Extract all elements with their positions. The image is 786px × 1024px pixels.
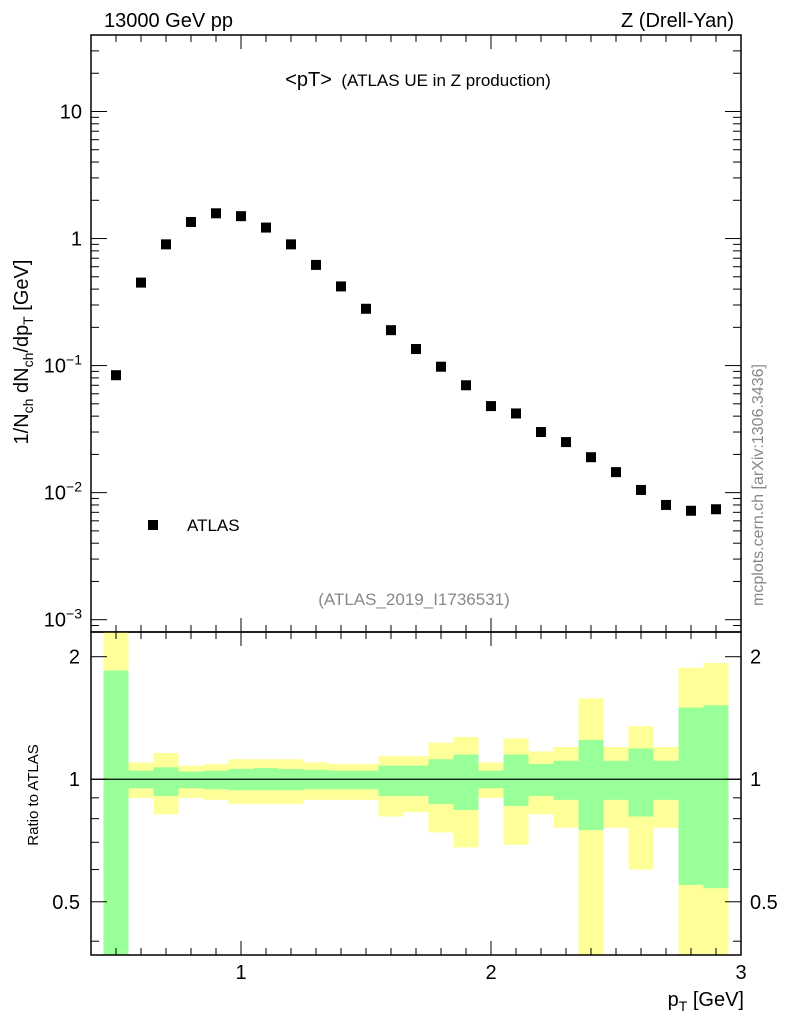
ratio-panel: 1 2 3 0.5 0.5 1 1 2 2 Ratio to ATLAS pT [GeV] [25,631,778,1014]
ylabel-part-3: ch [20,353,36,368]
band-inner-13 [428,759,454,804]
main-y-tick-label: 1 [71,229,82,251]
main-y-tick-label: 10−2 [44,479,82,505]
ylabel-part-1: ch [20,399,36,414]
data-point-3 [186,216,196,227]
data-point-4 [211,208,221,219]
ylabel-part-2: dN [11,367,33,398]
data-point-9 [336,281,346,292]
ratio-y-tick-label: 1 [69,769,80,791]
data-point-21 [636,484,646,495]
header-left-label: 13000 GeV pp [104,10,233,32]
data-point-13 [436,361,446,372]
band-inner-22 [653,760,679,800]
band-inner-12 [403,765,429,796]
x-tick-label: 1 [235,962,246,984]
main-y-tick-label: 10−3 [44,606,82,632]
band-inner-16 [503,754,529,806]
data-point-19 [586,452,596,463]
data-point-10 [361,303,371,314]
data-point-15 [486,401,496,412]
data-point-0 [111,370,121,381]
band-inner-23 [678,707,704,885]
main-panel: 10−3 10−2 10−1 1 10 <pT> (ATLAS UE in Z prod… [11,34,742,633]
data-point-8 [311,259,321,270]
band-inner-17 [528,764,554,796]
x-tick-label: 3 [735,962,746,984]
x-axis-label: pT [GeV] [668,989,744,1014]
ratio-y-axis-label: Ratio to ATLAS [25,744,42,845]
data-point-1 [136,277,146,288]
header-right-label: Z (Drell-Yan) [621,10,734,32]
band-inner-9 [328,770,354,790]
x-tick-label: 2 [485,962,496,984]
plot-title: <pT> (ATLAS UE in Z production) [285,69,551,91]
ratio-y-tick-label: 2 [69,647,80,669]
ylabel-part-0: 1/N [11,413,33,444]
band-inner-10 [353,770,379,790]
band-inner-2 [153,767,179,796]
band-inner-18 [553,760,579,800]
data-point-16 [511,408,521,419]
ratio-y-tick-label: 0.5 [52,892,80,914]
band-inner-14 [453,754,479,811]
ratio-y-tick-label-right: 2 [750,647,761,669]
data-point-7 [286,239,296,250]
ratio-bands [103,632,729,955]
band-inner-4 [203,770,229,790]
ylabel-part-6: [GeV] [11,260,33,317]
data-point-14 [461,380,471,391]
data-point-20 [611,467,621,478]
data-point-23 [686,505,696,516]
main-y-tick-label: 10 [60,101,82,123]
main-plot-frame [90,34,742,633]
legend-marker [148,520,158,530]
data-point-22 [661,499,671,510]
xlabel-sub: T [679,998,688,1014]
band-inner-21 [628,748,654,817]
legend-entry-atlas: ATLAS [187,516,240,535]
data-point-6 [261,222,271,233]
ratio-y-tick-label-right: 1 [750,769,761,791]
ratio-axis-ticks: 1 2 3 0.5 0.5 1 1 2 2 [52,632,778,984]
band-inner-11 [378,765,404,796]
band-inner-0 [103,670,129,955]
xlabel-unit: [GeV] [687,989,744,1011]
data-point-12 [411,344,421,355]
ratio-plot-frame [90,631,742,956]
plot-title-sub: (ATLAS UE in Z production) [341,71,550,90]
side-source-label: mcplots.cern.ch [arXiv:1306.3436] [750,364,767,606]
analysis-watermark: (ATLAS_2019_I1736531) [318,590,510,609]
band-inner-24 [703,705,729,889]
data-point-2 [161,239,171,250]
band-inner-19 [578,739,604,831]
xlabel-base: p [668,989,679,1011]
main-y-tick-label: 10−1 [44,352,82,378]
plot-title-main: <pT> [285,69,332,91]
ylabel-part-5: T [20,316,36,325]
data-point-17 [536,427,546,438]
ylabel-part-4: /dp [11,325,33,353]
data-point-24 [711,504,721,515]
main-y-axis-label: 1/Nch dNch/dpT [GeV] [11,260,36,445]
ratio-y-tick-label-right: 0.5 [750,892,778,914]
main-data-points [111,208,721,516]
data-point-18 [561,437,571,448]
band-inner-20 [603,760,629,800]
data-point-11 [386,325,396,336]
data-point-5 [236,211,246,222]
